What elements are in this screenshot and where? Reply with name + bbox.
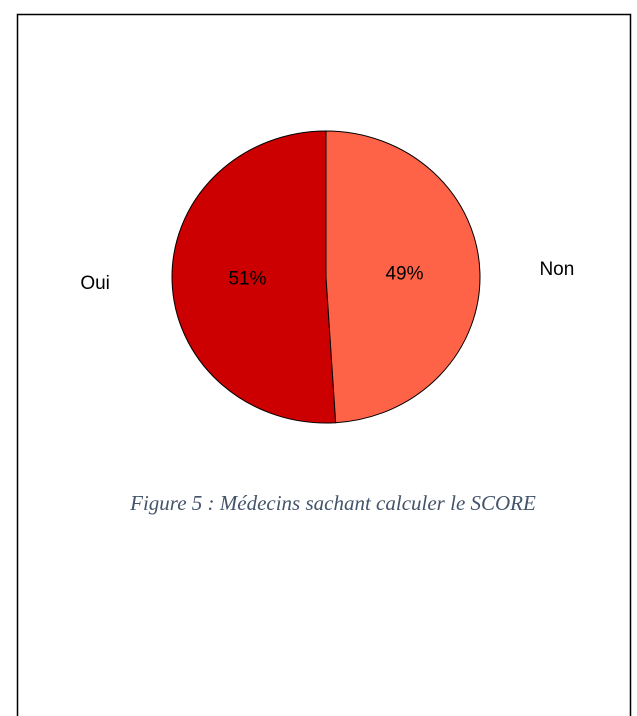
frame	[16, 13, 632, 716]
pie-slice	[171, 130, 337, 424]
slice-value-label: 49%	[385, 264, 423, 285]
pie-slice	[325, 130, 481, 424]
slice-value-label: 51%	[228, 268, 266, 289]
slice-category-label: Non	[539, 259, 574, 280]
slice-category-label: Oui	[80, 273, 110, 294]
caption: Figure 5 : Médecins sachant calculer le …	[129, 491, 536, 515]
